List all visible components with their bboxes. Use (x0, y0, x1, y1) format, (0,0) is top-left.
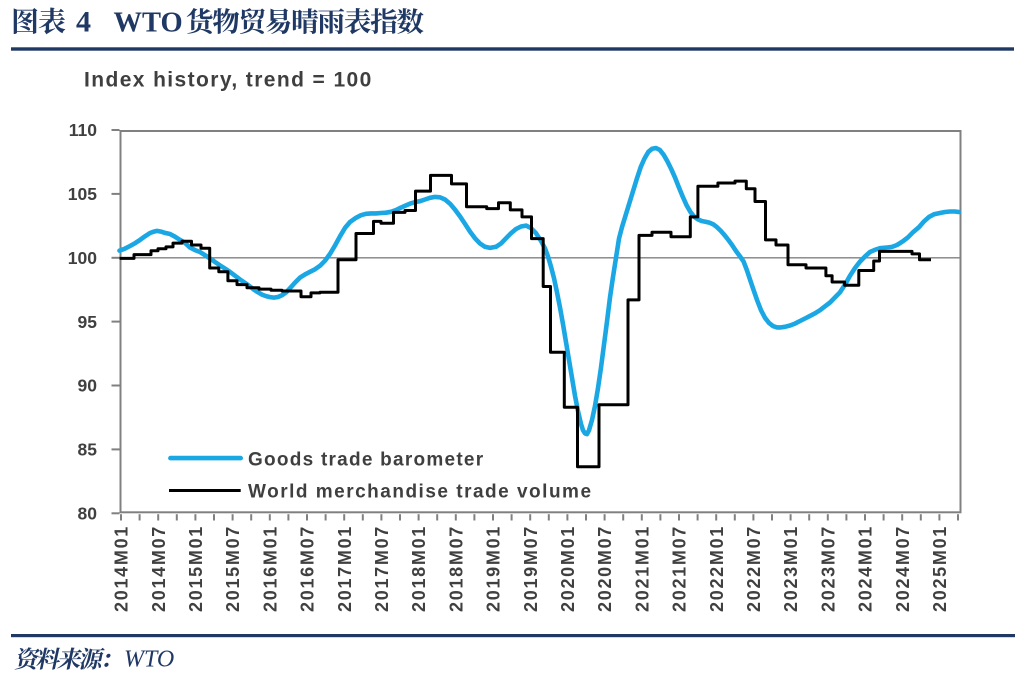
svg-text:2015M07: 2015M07 (223, 525, 243, 612)
svg-text:2022M01: 2022M01 (707, 525, 727, 612)
svg-text:2019M01: 2019M01 (484, 525, 504, 612)
svg-text:2018M07: 2018M07 (446, 525, 466, 612)
svg-text:2021M01: 2021M01 (632, 525, 652, 612)
svg-text:105: 105 (68, 184, 97, 204)
svg-text:2023M07: 2023M07 (818, 525, 838, 612)
svg-text:2018M01: 2018M01 (409, 525, 429, 612)
svg-text:2022M07: 2022M07 (744, 525, 764, 612)
svg-text:80: 80 (78, 504, 98, 524)
svg-text:100: 100 (68, 248, 97, 268)
svg-text:85: 85 (78, 440, 98, 460)
svg-text:Goods trade barometer: Goods trade barometer (248, 450, 484, 471)
svg-text:2020M01: 2020M01 (558, 525, 578, 612)
svg-text:2016M01: 2016M01 (260, 525, 280, 612)
svg-text:World merchandise trade volume: World merchandise trade volume (248, 482, 593, 503)
svg-text:90: 90 (78, 376, 98, 396)
svg-text:2024M07: 2024M07 (893, 525, 913, 612)
svg-text:2019M07: 2019M07 (521, 525, 541, 612)
svg-text:2021M07: 2021M07 (670, 525, 690, 612)
svg-text:110: 110 (69, 120, 97, 140)
svg-text:2016M07: 2016M07 (298, 525, 318, 612)
svg-text:WTO: WTO (114, 8, 183, 39)
svg-text:95: 95 (78, 312, 98, 332)
svg-text:WTO: WTO (124, 647, 174, 673)
svg-text:2024M01: 2024M01 (856, 525, 876, 612)
svg-text:2017M07: 2017M07 (372, 525, 392, 612)
svg-text:2014M07: 2014M07 (149, 525, 169, 612)
svg-text:2020M07: 2020M07 (595, 525, 615, 612)
svg-text:Index history, trend = 100: Index history, trend = 100 (84, 69, 373, 92)
svg-text:2017M01: 2017M01 (335, 525, 355, 612)
svg-text:2014M01: 2014M01 (112, 525, 132, 612)
svg-text:2015M01: 2015M01 (186, 525, 206, 612)
svg-text:2025M01: 2025M01 (930, 525, 950, 612)
svg-text:4: 4 (76, 6, 91, 39)
svg-text:2023M01: 2023M01 (781, 525, 801, 612)
